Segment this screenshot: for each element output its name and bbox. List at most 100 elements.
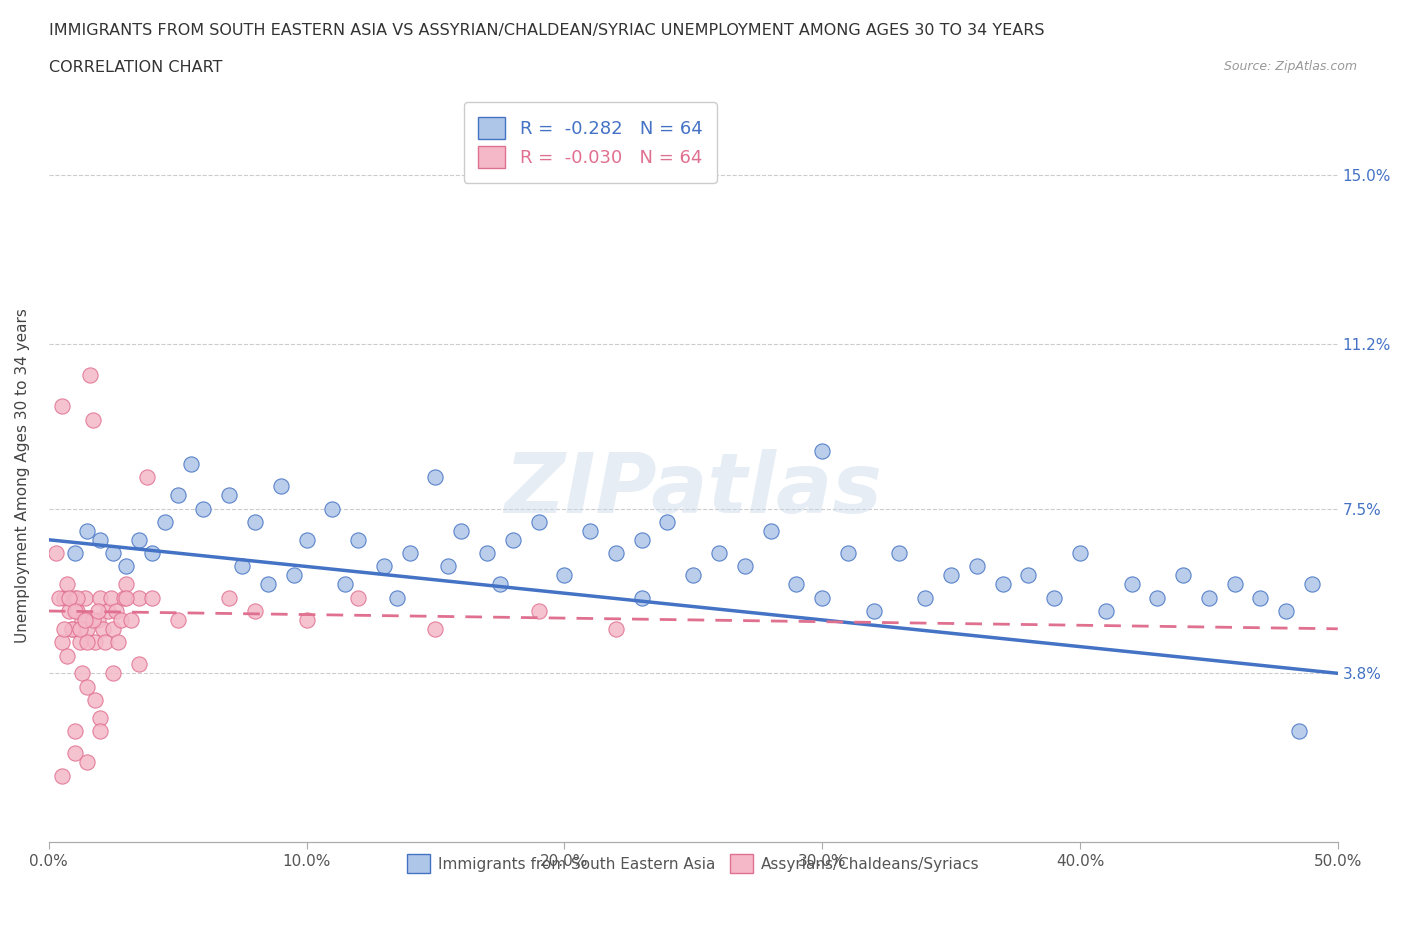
Point [759,524,782,538]
Point [69,634,91,649]
Point [1043,591,1066,605]
Point [321,501,343,516]
Point [103,621,125,636]
Point [63,604,86,618]
Point [166,488,188,503]
Point [128,591,150,605]
Point [91,621,114,636]
Point [107,634,129,649]
Point [66,591,89,605]
Point [63,546,86,561]
Point [527,604,550,618]
Point [347,532,370,547]
Point [373,559,395,574]
Point [991,577,1014,591]
Point [58,604,80,618]
Point [73,613,96,628]
Point [1301,577,1323,591]
Point [243,604,266,618]
Point [72,613,94,628]
Point [257,577,280,591]
Point [180,457,202,472]
Point [110,613,132,628]
Point [1121,577,1143,591]
Point [56,577,79,591]
Text: Source: ZipAtlas.com: Source: ZipAtlas.com [1223,60,1357,73]
Point [193,501,215,516]
Point [270,479,292,494]
Point [115,559,138,574]
Point [51,399,73,414]
Point [53,591,76,605]
Point [76,679,98,694]
Point [553,568,575,583]
Point [398,546,420,561]
Point [89,711,111,725]
Point [475,546,498,561]
Point [120,613,142,628]
Point [682,568,704,583]
Point [76,634,98,649]
Point [84,693,107,708]
Point [66,604,89,618]
Point [283,568,305,583]
Point [218,591,240,605]
Point [63,746,86,761]
Point [218,488,240,503]
Point [811,591,834,605]
Point [115,591,138,605]
Point [1094,604,1116,618]
Point [48,591,70,605]
Point [437,559,460,574]
Point [82,613,104,628]
Point [112,591,135,605]
Point [1288,724,1310,738]
Point [966,559,988,574]
Text: CORRELATION CHART: CORRELATION CHART [49,60,222,75]
Point [889,546,911,561]
Point [1146,591,1168,605]
Point [97,604,120,618]
Point [630,532,652,547]
Point [87,613,110,628]
Point [63,724,86,738]
Point [69,621,91,636]
Point [87,604,110,618]
Point [82,412,104,427]
Point [128,657,150,671]
Point [385,591,408,605]
Legend: Immigrants from South Eastern Asia, Assyrians/Chaldeans/Syriacs: Immigrants from South Eastern Asia, Assy… [401,848,986,879]
Point [707,546,730,561]
Point [94,634,117,649]
Point [63,591,86,605]
Point [295,532,318,547]
Point [45,546,67,561]
Point [56,648,79,663]
Point [605,621,627,636]
Point [785,577,807,591]
Point [76,755,98,770]
Point [734,559,756,574]
Point [605,546,627,561]
Point [76,524,98,538]
Point [76,621,98,636]
Point [1198,591,1220,605]
Point [579,524,602,538]
Point [115,577,138,591]
Point [335,577,357,591]
Point [1275,604,1298,618]
Point [141,546,163,561]
Point [135,470,157,485]
Point [79,367,101,382]
Point [425,621,447,636]
Point [1223,577,1246,591]
Point [141,591,163,605]
Point [811,444,834,458]
Y-axis label: Unemployment Among Ages 30 to 34 years: Unemployment Among Ages 30 to 34 years [15,308,30,643]
Point [51,634,73,649]
Point [1171,568,1194,583]
Point [1017,568,1039,583]
Point [914,591,936,605]
Point [103,546,125,561]
Point [837,546,859,561]
